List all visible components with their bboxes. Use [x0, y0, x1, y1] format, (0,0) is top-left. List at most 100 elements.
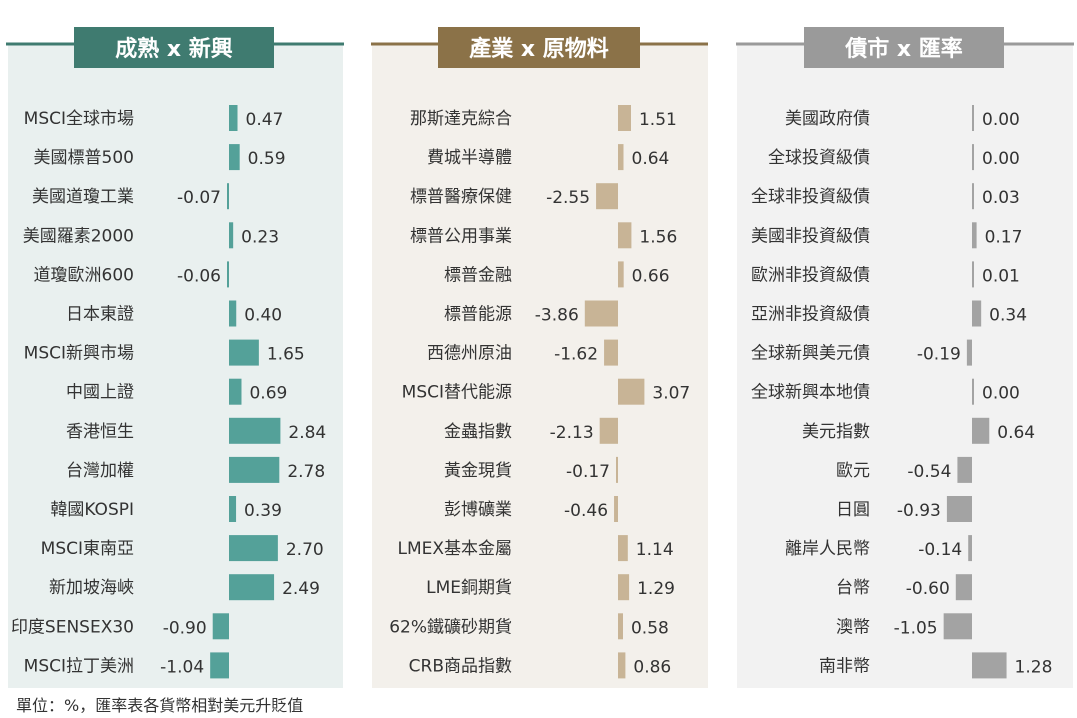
category-label: 中國上證 [66, 383, 134, 403]
bar [618, 261, 624, 288]
bar [229, 456, 280, 483]
bar [229, 105, 238, 131]
category-label: 美國羅素2000 [23, 226, 134, 246]
category-label: MSCI替代能源 [402, 383, 512, 403]
title-box [74, 27, 274, 68]
value-label: 2.70 [286, 540, 324, 560]
bar [972, 144, 974, 171]
value-label: -2.13 [550, 423, 594, 443]
category-label: 標普能源 [444, 305, 512, 325]
category-label: 台灣加權 [66, 461, 134, 481]
category-label: 金蟲指數 [444, 422, 512, 442]
value-label: 2.84 [288, 423, 326, 443]
value-label: 0.34 [989, 306, 1027, 326]
value-label: -0.90 [163, 618, 207, 638]
category-label: 彭博礦業 [444, 500, 512, 520]
category-label: 韓國KOSPI [50, 500, 134, 520]
bar [972, 261, 974, 288]
value-label: 0.00 [982, 384, 1020, 404]
value-label: 0.69 [249, 384, 287, 404]
value-label: 0.47 [246, 110, 284, 130]
category-label: 澳幣 [836, 617, 870, 637]
value-label: -2.55 [546, 188, 590, 208]
value-label: 3.07 [652, 384, 690, 404]
value-label: 0.58 [631, 618, 669, 638]
category-label: 62%鐵礦砂期貨 [389, 617, 512, 637]
value-label: 2.78 [287, 462, 325, 482]
bar [212, 613, 229, 640]
category-label: 歐洲非投資級債 [751, 265, 870, 285]
bar [599, 417, 618, 444]
value-label: 0.03 [982, 188, 1020, 208]
category-label: MSCI新興市場 [24, 344, 134, 364]
bar [618, 613, 623, 640]
value-label: -0.46 [564, 501, 608, 521]
panel-background [372, 45, 708, 688]
value-label: -0.54 [907, 462, 951, 482]
bar [229, 417, 281, 444]
bar [229, 378, 242, 405]
bar [618, 574, 630, 601]
bar [618, 222, 632, 249]
bar [968, 535, 972, 562]
category-label: 印度SENSEX30 [11, 617, 134, 637]
bar [227, 261, 229, 288]
value-label: 1.14 [636, 540, 674, 560]
value-label: -0.06 [177, 266, 221, 286]
value-label: 0.59 [248, 149, 286, 169]
category-label: 新加坡海峽 [49, 578, 134, 598]
bar [955, 574, 972, 601]
bar [943, 613, 972, 640]
category-label: 全球投資級債 [768, 148, 870, 168]
bar [972, 378, 974, 405]
bar [972, 300, 982, 327]
panel-background [737, 45, 1073, 688]
value-label: 1.28 [1015, 657, 1053, 677]
value-label: 0.23 [241, 227, 279, 247]
bar [957, 456, 972, 483]
category-label: 西德州原油 [427, 344, 512, 364]
bar [616, 456, 618, 483]
panel-background [8, 45, 343, 688]
chart-panel: 成熟 x 新興 MSCI全球市場 0.47 美國標普500 0.59 美國道瓊工業 -0.0… [6, 27, 344, 688]
value-label: 0.66 [632, 266, 670, 286]
value-label: 0.86 [633, 657, 671, 677]
value-label: -1.04 [160, 657, 204, 677]
category-label: 全球新興美元債 [751, 344, 870, 364]
bar [972, 222, 977, 249]
value-label: -0.19 [917, 345, 961, 365]
bar [229, 300, 237, 327]
bar [972, 105, 974, 131]
bar [604, 339, 618, 366]
value-label: 0.00 [982, 149, 1020, 169]
bar [618, 144, 624, 171]
category-label: 道瓊歐洲600 [34, 265, 134, 285]
value-label: 0.17 [985, 227, 1023, 247]
bar [229, 496, 237, 522]
value-label: 1.56 [639, 227, 677, 247]
category-label: 日圓 [836, 500, 870, 520]
value-label: -0.17 [566, 462, 610, 482]
value-label: 0.00 [982, 110, 1020, 130]
category-label: CRB商品指數 [409, 656, 512, 676]
title-box [438, 27, 640, 68]
category-label: 費城半導體 [427, 148, 512, 168]
bar [972, 417, 990, 444]
bar [946, 496, 972, 522]
bar [966, 339, 972, 366]
category-label: 標普金融 [444, 265, 512, 285]
chart-title: 成熟 x 新興 [115, 36, 233, 62]
category-label: MSCI全球市場 [24, 109, 134, 129]
value-label: 1.29 [637, 579, 675, 599]
category-label: 全球非投資級債 [751, 187, 870, 207]
category-label: 標普醫療保健 [410, 187, 512, 207]
bar [618, 535, 628, 562]
value-label: -0.93 [897, 501, 941, 521]
bar [229, 222, 234, 249]
category-label: 黃金現貨 [444, 461, 512, 481]
bar [227, 183, 229, 210]
category-label: 全球新興本地債 [751, 383, 870, 403]
